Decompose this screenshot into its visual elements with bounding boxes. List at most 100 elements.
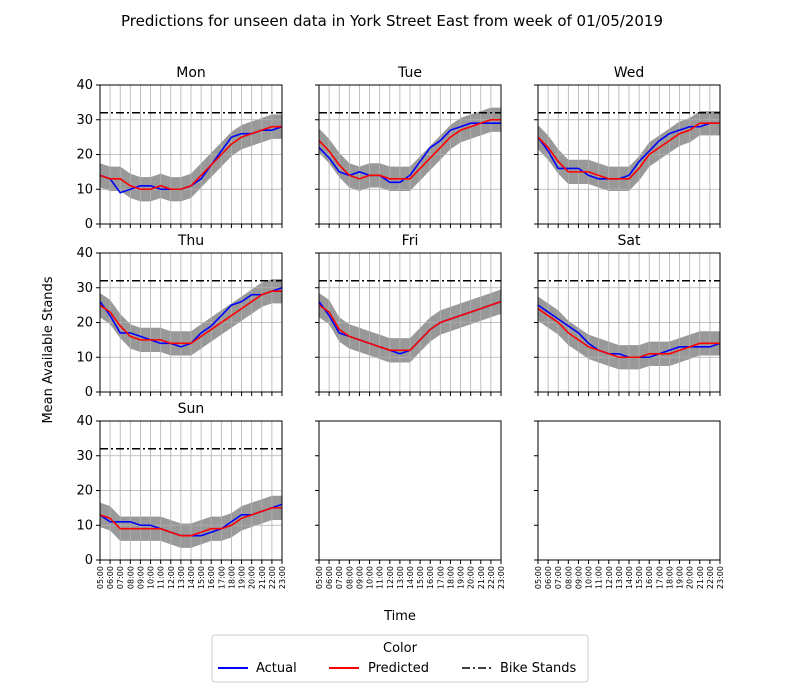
x-tick-label: 13:00 [396,566,405,589]
subplot-thu: Thu 0 10 20 30 40 [76,233,283,400]
x-tick-label: 14:00 [406,566,415,589]
y-tick-label: 20 [76,484,93,499]
subplot-grid: Mon 0 10 20 30 40 Tue Wed Thu 0 10 20 30 40 Fri Sat Sun 0… [76,65,725,589]
subplot-wed: Wed [534,65,721,228]
x-tick-label: 10:00 [147,566,156,589]
x-tick-label: 08:00 [345,566,354,589]
x-tick-label: 15:00 [635,566,644,589]
x-tick-label: 05:00 [96,566,105,589]
x-tick-label: 17:00 [217,566,226,589]
y-tick-label: 40 [76,414,93,429]
x-tick-label: 22:00 [487,566,496,589]
x-tick-label: 12:00 [386,566,395,589]
y-tick-label: 40 [76,78,93,93]
x-tick-label: 09:00 [355,566,364,589]
legend-predicted-label: Predicted [368,661,429,676]
x-tick-label: 14:00 [187,566,196,589]
legend-frame [211,634,589,683]
x-tick-label: 07:00 [116,566,125,589]
x-tick-label: 23:00 [497,566,506,589]
x-tick-label: 23:00 [278,566,287,589]
x-tick-label: 10:00 [585,566,594,589]
predicted-series-line [318,300,502,352]
x-tick-label: 22:00 [268,566,277,589]
x-tick-label: 18:00 [446,566,455,589]
y-axis-label: Mean Available Stands [41,276,56,423]
x-tick-label: 16:00 [207,566,216,589]
y-tick-label: 30 [76,113,93,128]
x-tick-label: 19:00 [238,566,247,589]
x-tick-label: 19:00 [457,566,466,589]
x-tick-label: 18:00 [665,566,674,589]
x-tick-label: 12:00 [605,566,614,589]
prediction-band [100,495,282,548]
y-tick-label: 0 [85,385,93,400]
x-tick-label: 13:00 [177,566,186,589]
x-tick-label: 08:00 [564,566,573,589]
legend: Color Actual Predicted Bike Stands [211,634,589,683]
x-tick-label: 07:00 [335,566,344,589]
x-tick-label: 23:00 [716,566,725,589]
x-tick-label: 17:00 [655,566,664,589]
x-tick-label: 19:00 [676,566,685,589]
x-tick-label: 18:00 [227,566,236,589]
x-tick-label: 09:00 [136,566,145,589]
x-tick-label: 15:00 [416,566,425,589]
prediction-band [538,296,720,370]
actual-series-line [537,122,720,180]
y-tick-label: 10 [76,182,93,197]
x-tick-label: 16:00 [426,566,435,589]
y-tick-label: 30 [76,449,93,464]
y-tick-label: 10 [76,518,93,533]
x-tick-label: 11:00 [595,566,604,589]
x-tick-label: 11:00 [157,566,166,589]
predicted-series-line [318,118,501,180]
y-tick-label: 0 [85,553,93,568]
x-tick-label: 20:00 [686,566,695,589]
predicted-series-line [99,125,282,191]
x-tick-label: 12:00 [167,566,176,589]
figure-title: Predictions for unseen data in York Stre… [121,12,663,30]
y-tick-label: 40 [76,246,93,261]
subplot-title: Tue [397,65,422,81]
prediction-band [100,114,282,202]
x-tick-label: 11:00 [376,566,385,589]
subplot-title: Sat [618,233,641,249]
x-tick-label: 06:00 [106,566,115,589]
predicted-series-line [99,290,282,345]
prediction-band [100,279,282,356]
x-tick-label: 14:00 [625,566,634,589]
y-tick-label: 20 [76,316,93,331]
y-tick-label: 30 [76,281,93,296]
x-tick-label: 08:00 [126,566,135,589]
predicted-series-line [537,122,720,180]
legend-bike-stands-label: Bike Stands [500,661,577,676]
subplot-mon: Mon 0 10 20 30 40 [76,65,283,232]
plot-area [319,421,501,560]
x-tick-label: 13:00 [615,566,624,589]
y-tick-label: 0 [85,217,93,232]
plot-area [538,421,720,560]
subplot-sun: Sun 0 10 20 30 40 05:00 06:00 07:00 08:00 09:00 10:… [76,401,287,589]
subplot-title: Thu [177,233,204,249]
subplot-title: Sun [178,401,205,417]
x-tick-label: 21:00 [477,566,486,589]
subplot-empty-8: 05:00 06:00 07:00 08:00 09:00 10:00 11:00 12:00… [534,420,725,589]
x-tick-label: 06:00 [325,566,334,589]
x-tick-label: 10:00 [366,566,375,589]
subplot-empty-7: 05:00 06:00 07:00 08:00 09:00 10:00 11:00 12:00… [315,420,506,589]
x-tick-label: 15:00 [197,566,206,589]
subplot-sat: Sat [534,233,721,396]
subplot-title: Fri [402,233,419,249]
x-tick-label: 09:00 [574,566,583,589]
legend-actual-label: Actual [256,661,297,676]
subplot-tue: Tue [315,65,502,228]
predicted-series-line [99,507,282,537]
x-tick-label: 21:00 [696,566,705,589]
prediction-band [319,289,501,363]
x-tick-label: 07:00 [554,566,563,589]
x-tick-label: 20:00 [248,566,257,589]
x-tick-label: 22:00 [706,566,715,589]
legend-title: Color [383,641,418,656]
